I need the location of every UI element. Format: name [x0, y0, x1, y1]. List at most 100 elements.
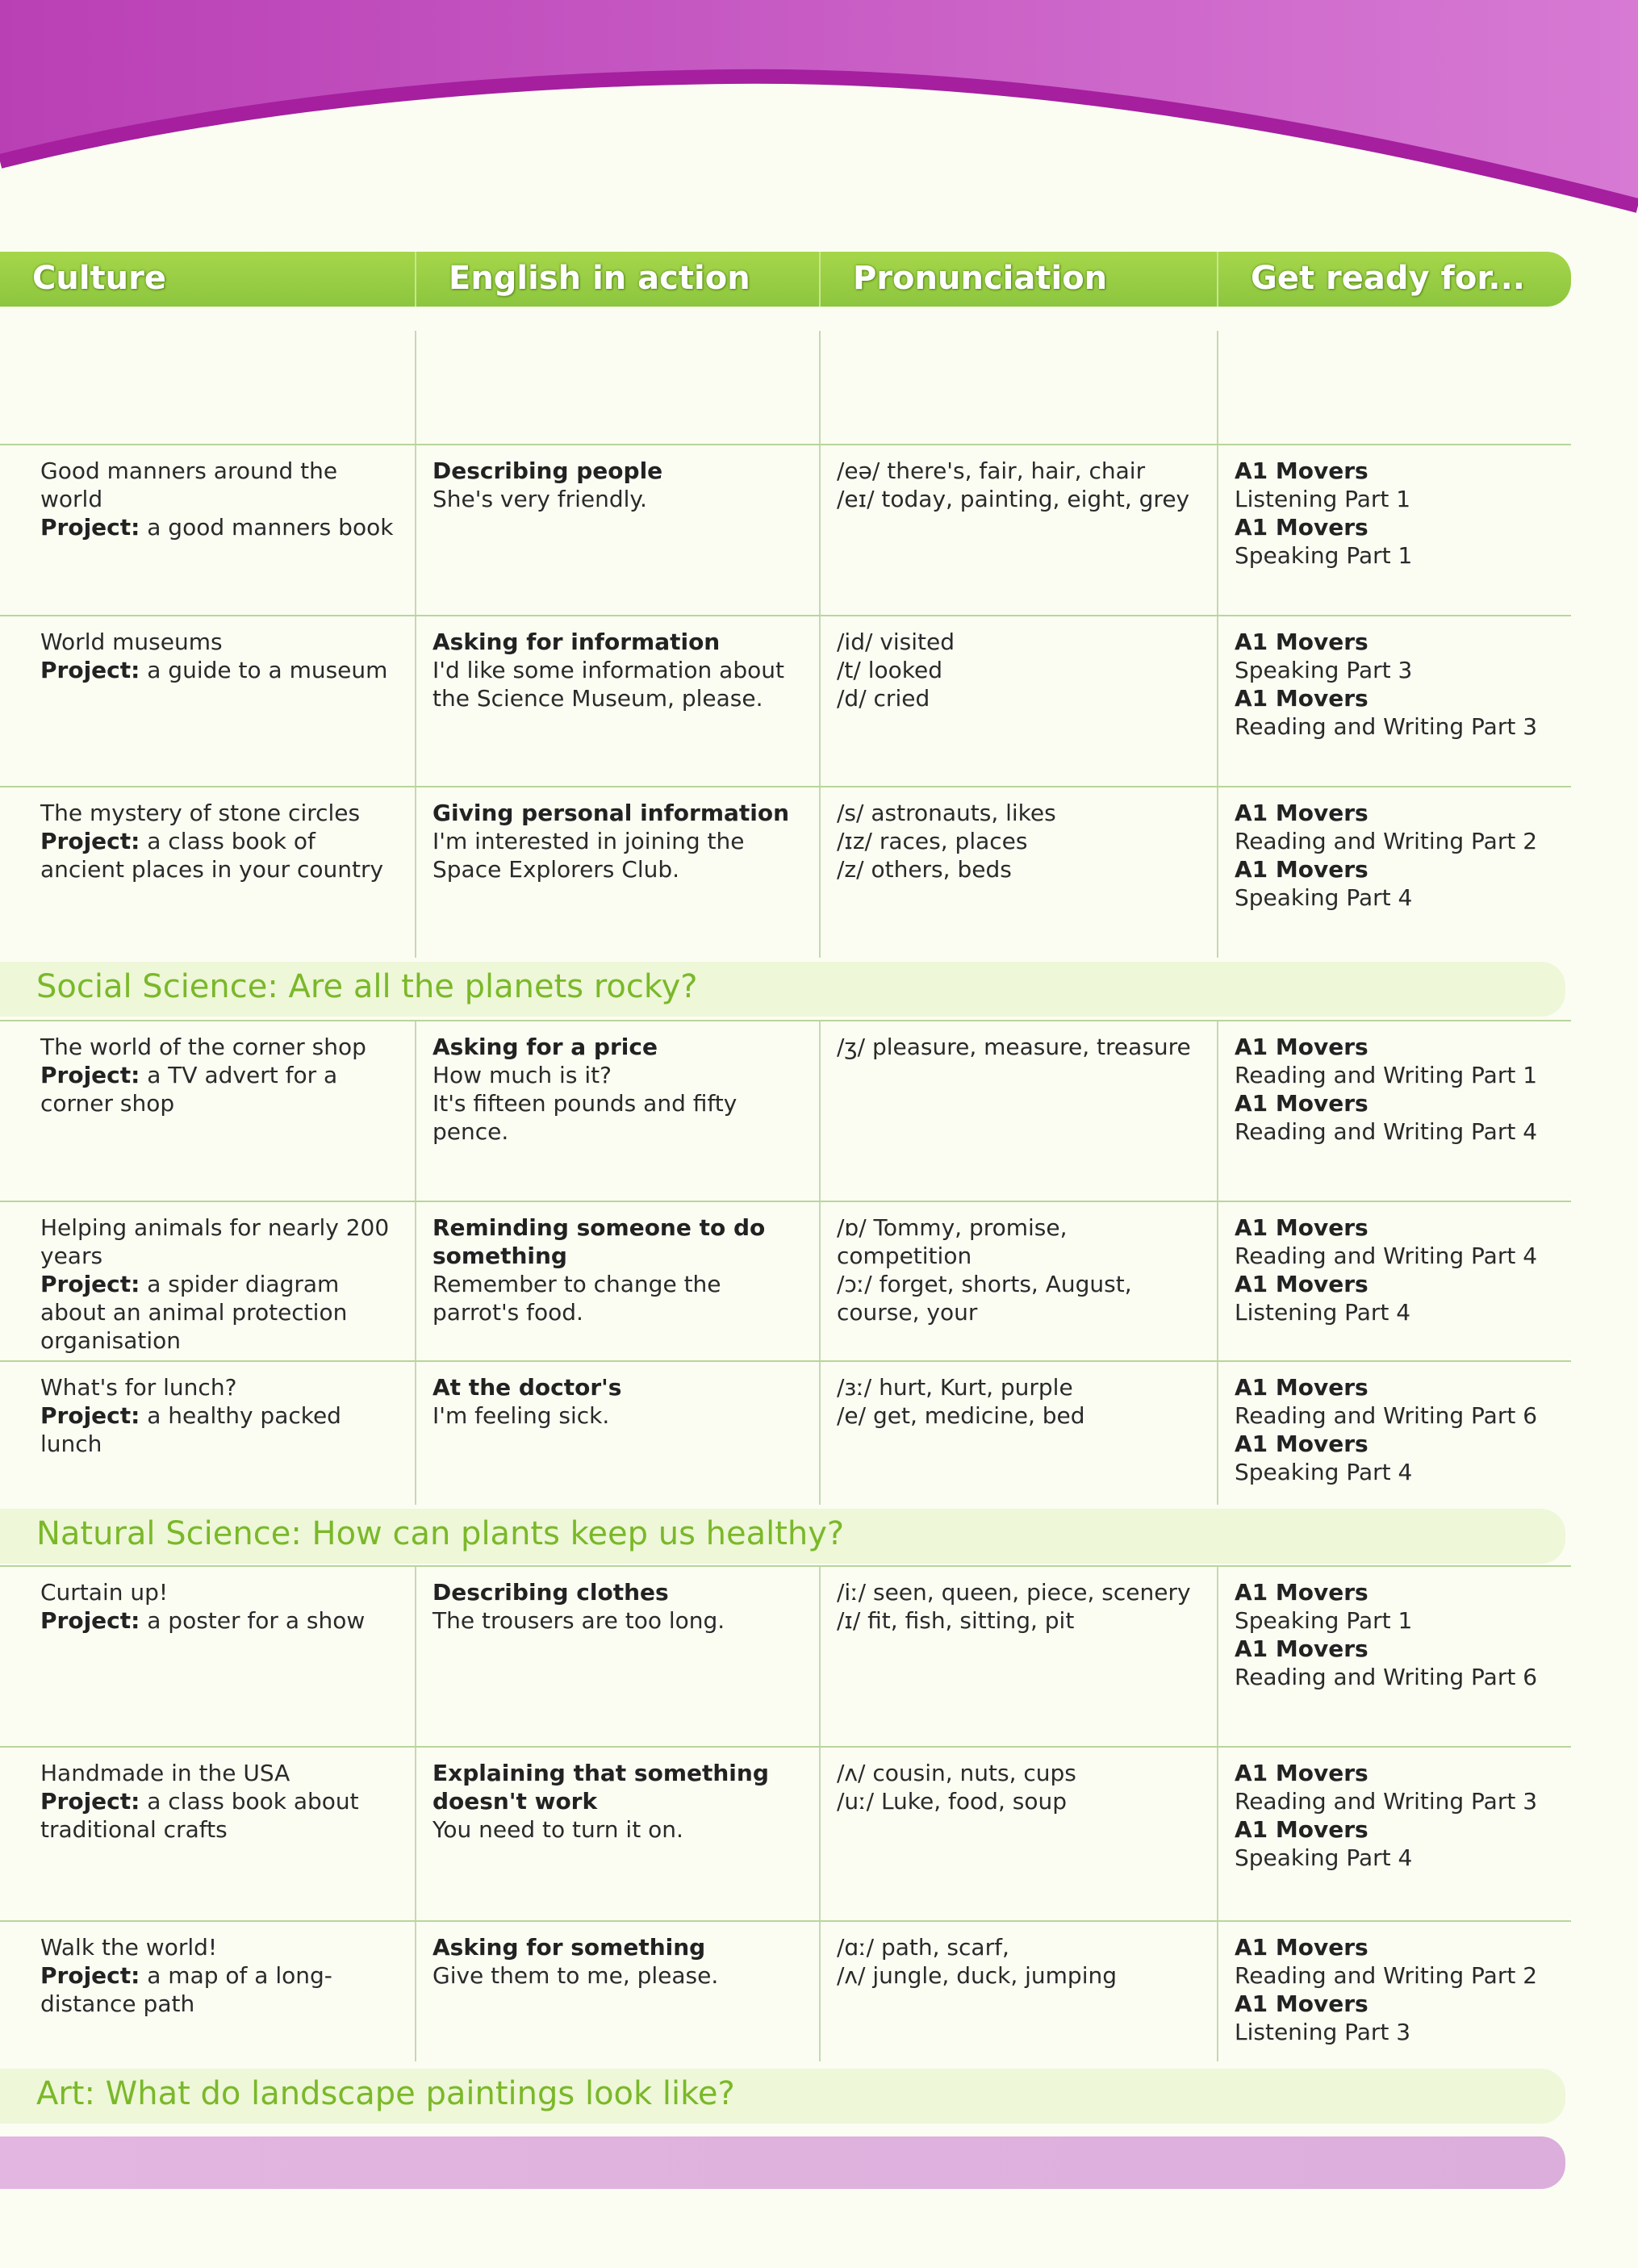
english-title: Reminding someone to do something: [432, 1214, 766, 1269]
exam-level: A1 Movers: [1235, 1374, 1368, 1401]
exam-part: Reading and Writing Part 4: [1235, 1118, 1538, 1145]
header-pronunciation: Pronunciation: [821, 252, 1218, 307]
table-row-empty: [0, 307, 1571, 444]
exam-level: A1 Movers: [1235, 1214, 1368, 1241]
pronunciation-line: /iː/ seen, queen, piece, scenery: [837, 1579, 1191, 1606]
exam-part: Listening Part 1: [1235, 486, 1411, 512]
section-heading: Natural Science: How can plants keep us …: [0, 1509, 1565, 1564]
table-row: The mystery of stone circles Project: a c…: [0, 786, 1571, 958]
culture-project: Project: a spider diagram about an anima…: [40, 1270, 399, 1355]
culture-project: Project: a TV advert for a corner shop: [40, 1061, 399, 1117]
exam-level: A1 Movers: [1235, 1579, 1368, 1606]
english-example: I'm interested in joining the Space Expl…: [432, 828, 745, 883]
exam-part: Speaking Part 1: [1235, 542, 1413, 569]
english-title: Describing people: [432, 457, 663, 484]
pronunciation-line: /ɔː/ forget, shorts, August, course, you…: [837, 1271, 1132, 1326]
get-ready-cell: A1 Movers Speaking Part 3 A1 Movers Reading…: [1218, 616, 1571, 786]
exam-level: A1 Movers: [1235, 1816, 1368, 1843]
project-text: a TV advert for a corner shop: [40, 1062, 338, 1117]
project-text: a class book about traditional crafts: [40, 1788, 359, 1843]
pronunciation-cell: /ʒ/ pleasure, measure, treasure: [821, 1021, 1218, 1201]
exam-level: A1 Movers: [1235, 1090, 1368, 1117]
exam-part: Reading and Writing Part 6: [1235, 1664, 1538, 1690]
project-label: Project:: [40, 1788, 140, 1815]
pronunciation-line: /eə/ there's, fair, hair, chair: [837, 457, 1146, 484]
table-row: Handmade in the USA Project: a class book…: [0, 1746, 1571, 1920]
pronunciation-line: /id/ visited: [837, 629, 955, 655]
exam-level: A1 Movers: [1235, 629, 1368, 655]
english-title: At the doctor's: [432, 1374, 622, 1401]
exam-part: Reading and Writing Part 4: [1235, 1243, 1538, 1269]
table-row: Helping animals for nearly 200 years Proj…: [0, 1201, 1571, 1360]
project-text: a class book of ancient places in your c…: [40, 828, 384, 883]
english-cell: Giving personal information I'm intereste…: [416, 787, 821, 958]
table-row: World museums Project: a guide to a museu…: [0, 615, 1571, 786]
project-label: Project:: [40, 514, 140, 541]
english-example: Remember to change the parrot's food.: [432, 1271, 721, 1326]
pronunciation-line: /d/ cried: [837, 685, 930, 712]
english-cell: Describing people She's very friendly.: [416, 445, 821, 615]
get-ready-cell: A1 Movers Reading and Writing Part 6 A1 Mo…: [1218, 1362, 1571, 1505]
pronunciation-line: /e/ get, medicine, bed: [837, 1402, 1085, 1429]
section-heading: Art: What do landscape paintings look li…: [0, 2069, 1565, 2124]
exam-level: A1 Movers: [1235, 1760, 1368, 1786]
header-english-in-action: English in action: [416, 252, 821, 307]
project-label: Project:: [40, 1062, 140, 1088]
pronunciation-cell: /ɑː/ path, scarf,/ʌ/ jungle, duck, jumpi…: [821, 1922, 1218, 2061]
table-cell: [0, 331, 416, 444]
project-label: Project:: [40, 1271, 140, 1297]
pronunciation-line: /ɒ/ Tommy, promise, competition: [837, 1214, 1068, 1269]
pronunciation-line: /ʌ/ cousin, nuts, cups: [837, 1760, 1076, 1786]
culture-title: Helping animals for nearly 200 years: [40, 1214, 390, 1269]
pronunciation-cell: /id/ visited/t/ looked/d/ cried: [821, 616, 1218, 786]
english-example: I'd like some information about the Scie…: [432, 657, 784, 712]
english-example: How much is it?: [432, 1062, 612, 1088]
english-title: Asking for something: [432, 1934, 706, 1961]
project-text: a healthy packed lunch: [40, 1402, 341, 1457]
english-cell: Asking for information I'd like some info…: [416, 616, 821, 786]
header-get-ready-for: Get ready for...: [1251, 260, 1525, 297]
culture-cell: What's for lunch? Project: a healthy pack…: [0, 1362, 416, 1505]
pronunciation-line: /t/ looked: [837, 657, 943, 683]
pronunciation-line: /s/ astronauts, likes: [837, 800, 1056, 826]
culture-cell: The mystery of stone circles Project: a c…: [0, 787, 416, 958]
english-cell: Describing clothes The trousers are too l…: [416, 1567, 821, 1746]
table-row: What's for lunch? Project: a healthy pack…: [0, 1360, 1571, 1505]
exam-part: Reading and Writing Part 3: [1235, 1788, 1538, 1815]
english-cell: Explaining that something doesn't work Yo…: [416, 1748, 821, 1920]
culture-title: Walk the world!: [40, 1934, 218, 1961]
project-label: Project:: [40, 1962, 140, 1989]
exam-level: A1 Movers: [1235, 457, 1368, 484]
exam-level: A1 Movers: [1235, 1271, 1368, 1297]
exam-part: Reading and Writing Part 2: [1235, 828, 1538, 854]
table-header: Culture English in action Pronunciation …: [0, 252, 1571, 307]
english-title: Explaining that something doesn't work: [432, 1760, 769, 1815]
pronunciation-line: /ɪ/ fit, fish, sitting, pit: [837, 1607, 1075, 1634]
pronunciation-line: /ɑː/ path, scarf,: [837, 1934, 1009, 1961]
english-example: Give them to me, please.: [432, 1962, 719, 1989]
pronunciation-cell: /ʌ/ cousin, nuts, cups/uː/ Luke, food, s…: [821, 1748, 1218, 1920]
exam-part: Speaking Part 1: [1235, 1607, 1413, 1634]
project-text: a poster for a show: [147, 1607, 366, 1634]
get-ready-cell: A1 Movers Reading and Writing Part 2 A1 Mo…: [1218, 787, 1571, 958]
exam-part: Listening Part 4: [1235, 1299, 1411, 1326]
english-title: Giving personal information: [432, 800, 790, 826]
culture-title: Handmade in the USA: [40, 1760, 290, 1786]
english-title: Asking for information: [432, 629, 721, 655]
pronunciation-cell: /eə/ there's, fair, hair, chair/eɪ/ toda…: [821, 445, 1218, 615]
project-label: Project:: [40, 1607, 140, 1634]
english-title: Describing clothes: [432, 1579, 669, 1606]
table-row: Curtain up! Project: a poster for a show D…: [0, 1565, 1571, 1746]
english-example: I'm feeling sick.: [432, 1402, 610, 1429]
exam-level: A1 Movers: [1235, 856, 1368, 883]
exam-level: A1 Movers: [1235, 1934, 1368, 1961]
english-example: You need to turn it on.: [432, 1816, 683, 1843]
magenta-banner: [0, 0, 1638, 213]
culture-project: Project: a poster for a show: [40, 1606, 399, 1635]
exam-part: Speaking Part 3: [1235, 657, 1413, 683]
pronunciation-cell: /s/ astronauts, likes/ɪz/ races, places /…: [821, 787, 1218, 958]
culture-title: Good manners around the world: [40, 457, 338, 512]
pronunciation-line: /ɪz/ races, places: [837, 828, 1028, 854]
pronunciation-line: /ʌ/ jungle, duck, jumping: [837, 1962, 1117, 1989]
english-cell: Reminding someone to do something Remembe…: [416, 1202, 821, 1360]
